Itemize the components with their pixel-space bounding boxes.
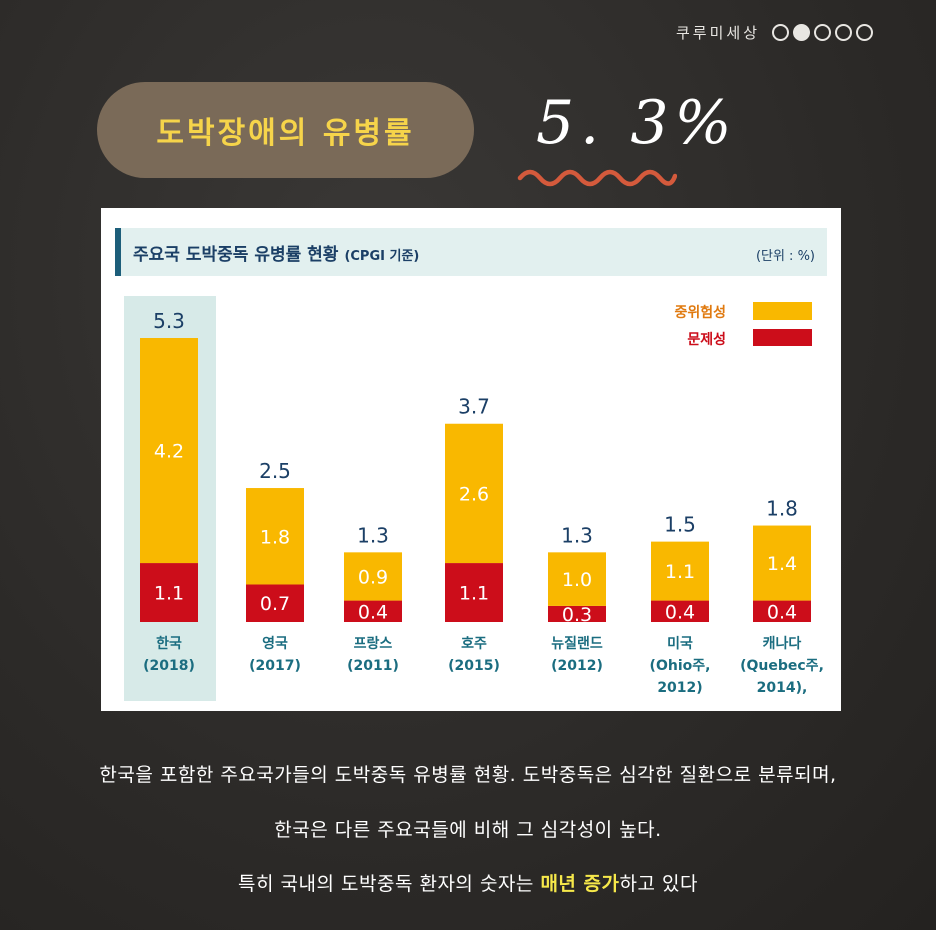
- title-pill-text: 도박장애의 유병률: [156, 116, 415, 151]
- category-label-2-0: 프랑스: [354, 636, 393, 652]
- chart-card: 주요국 도박중독 유병률 현황 (CPGI 기준) (단위 : %) 중위험성 문…: [101, 208, 841, 711]
- brand-name: 쿠루미세상: [676, 24, 761, 42]
- legend-swatch-problem: [753, 329, 812, 346]
- bar-problem-1: [246, 584, 304, 622]
- bar-mid-risk-0: [140, 338, 198, 564]
- label-total-5: 1.5: [664, 513, 696, 537]
- category-label-3-0: 호주: [461, 636, 487, 652]
- legend-label-mid-risk: 중위험성: [674, 304, 726, 321]
- category-label-5-1: (Ohio주,: [650, 658, 711, 674]
- label-problem-0: 1.1: [154, 583, 184, 605]
- bar-problem-4: [548, 605, 606, 622]
- bars-layer: 1.1 4.2 5.3 한국 (2018) 0.7 1.8 2.5 영국 (2017) 0.4 0.9…: [140, 309, 824, 696]
- label-problem-1: 0.7: [260, 593, 290, 615]
- label-total-1: 2.5: [259, 459, 291, 483]
- category-label-6-2: 2014),: [757, 680, 808, 696]
- category-label-1-0: 영국: [262, 635, 288, 652]
- bar-mid-risk-5: [651, 541, 709, 601]
- caption-line-1: 한국을 포함한 주요국가들의 도박중독 유병률 현황. 도박중독은 심각한 질환…: [99, 764, 837, 786]
- headline-value: 5. 3%: [536, 88, 738, 158]
- bar-mid-risk-4: [548, 552, 606, 606]
- chart-title: 주요국 도박중독 유병률 현황 (CPGI 기준): [133, 245, 419, 265]
- label-total-0: 5.3: [153, 309, 185, 333]
- label-problem-3: 1.1: [459, 583, 489, 605]
- bar-mid-risk-1: [246, 488, 304, 585]
- bar-mid-risk-2: [344, 552, 402, 601]
- bar-chart: 주요국 도박중독 유병률 현황 (CPGI 기준) (단위 : %) 중위험성 문…: [115, 228, 827, 701]
- label-mid-risk-1: 1.8: [260, 526, 290, 548]
- brand-header: 쿠루미세상: [676, 22, 874, 43]
- category-label-0-1: (2018): [143, 658, 195, 674]
- category-label-3-1: (2015): [448, 658, 500, 674]
- title-pill: 도박장애의 유병률: [97, 82, 474, 178]
- label-mid-risk-3: 2.6: [459, 483, 489, 505]
- label-total-6: 1.8: [766, 497, 798, 521]
- bar-problem-5: [651, 600, 709, 622]
- chart-title-main: 주요국 도박중독 유병률 현황: [133, 245, 339, 265]
- label-problem-5: 0.4: [665, 601, 695, 623]
- bar-problem-6: [753, 600, 811, 622]
- chart-title-band: [115, 228, 827, 276]
- label-total-2: 1.3: [357, 523, 389, 547]
- caption-line-3-pre: 특히 국내의 도박중독 환자의 숫자는: [238, 873, 541, 895]
- label-mid-risk-2: 0.9: [358, 566, 388, 588]
- label-mid-risk-6: 1.4: [767, 553, 797, 575]
- label-problem-6: 0.4: [767, 601, 797, 623]
- label-mid-risk-0: 4.2: [154, 441, 184, 463]
- caption-line-3: 특히 국내의 도박중독 환자의 숫자는 매년 증가하고 있다: [0, 869, 936, 896]
- chart-title-accent: [115, 228, 121, 276]
- label-total-4: 1.3: [561, 523, 593, 547]
- bar-problem-3: [445, 563, 503, 622]
- label-total-3: 3.7: [458, 395, 490, 419]
- category-label-5-2: 2012): [657, 680, 702, 696]
- legend-label-problem: 문제성: [687, 332, 726, 348]
- page-dot-4[interactable]: [835, 24, 853, 41]
- page-dot-3[interactable]: [814, 24, 832, 41]
- chart-unit: (단위 : %): [756, 249, 815, 264]
- page-dot-5[interactable]: [856, 24, 874, 41]
- label-mid-risk-4: 1.0: [562, 569, 592, 591]
- squiggle-underline: [517, 169, 677, 187]
- label-problem-4: 0.3: [562, 604, 592, 626]
- bar-mid-risk-6: [753, 525, 811, 601]
- category-label-1-1: (2017): [249, 658, 301, 674]
- category-label-6-1: (Quebec주,: [740, 658, 824, 674]
- page-dot-1[interactable]: [772, 24, 790, 41]
- caption-line-2: 한국은 다른 주요국들에 비해 그 심각성이 높다.: [274, 819, 662, 841]
- category-label-2-1: (2011): [347, 658, 399, 674]
- category-label-6-0: 캐나다: [763, 636, 802, 652]
- legend-swatch-mid-risk: [753, 302, 812, 320]
- caption-line-3-post: 하고 있다: [619, 873, 698, 895]
- page-dot-2[interactable]: [793, 24, 811, 41]
- bar-mid-risk-3: [445, 423, 503, 564]
- label-problem-2: 0.4: [358, 601, 388, 623]
- caption-highlight: 매년 증가: [540, 873, 620, 895]
- category-label-0-0: 한국: [156, 636, 182, 652]
- chart-title-sub: (CPGI 기준): [344, 249, 419, 264]
- bar-problem-0: [140, 563, 198, 622]
- bar-problem-2: [344, 600, 402, 622]
- category-label-5-0: 미국: [667, 636, 693, 652]
- category-label-4-1: (2012): [551, 658, 603, 674]
- label-mid-risk-5: 1.1: [665, 561, 695, 583]
- category-label-4-0: 뉴질랜드: [551, 635, 603, 652]
